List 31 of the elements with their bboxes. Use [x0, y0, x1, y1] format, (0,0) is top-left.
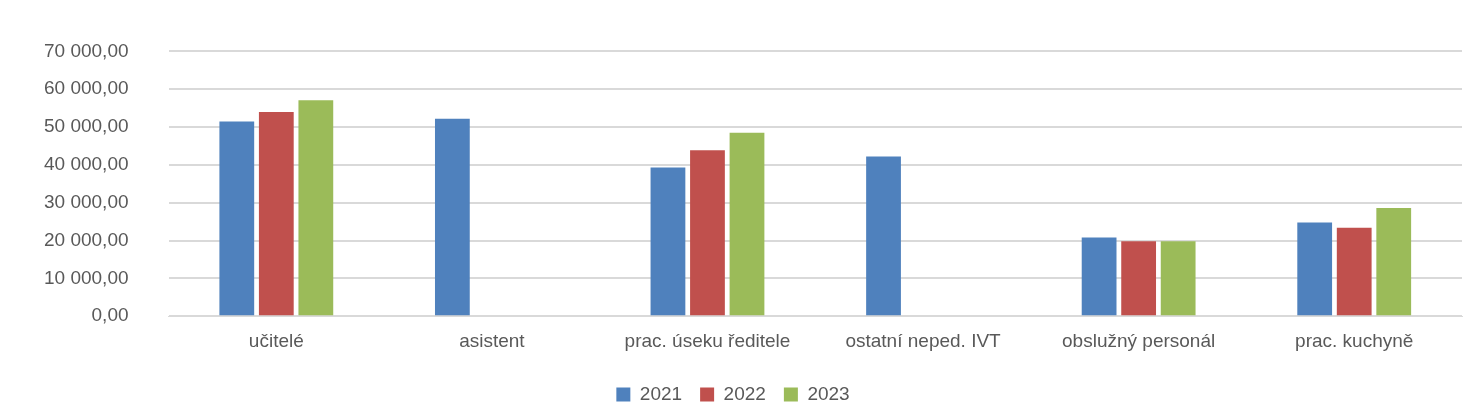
y-tick-label: 70 000,00: [43, 39, 129, 61]
bar: [729, 132, 765, 316]
x-tick-label: učitelé: [248, 329, 304, 351]
x-tick-label: prac. úseku ředitele: [624, 329, 791, 351]
bar: [434, 118, 470, 316]
y-tick-label: 50 000,00: [43, 115, 129, 137]
bar: [690, 150, 725, 316]
legend-label: 2021: [639, 382, 683, 404]
bar: [258, 111, 294, 316]
bar: [1121, 241, 1157, 316]
x-tick-label: prac. kuchyně: [1295, 329, 1414, 351]
bar: [1297, 222, 1333, 316]
y-tick-label: 20 000,00: [43, 228, 129, 250]
bar: [1081, 237, 1117, 316]
x-tick-label: obslužný personál: [1062, 329, 1216, 351]
y-tick-label: 10 000,00: [43, 266, 129, 288]
bar: [1160, 241, 1196, 316]
legend-label: 2022: [723, 382, 766, 404]
y-tick-label: 60 000,00: [43, 77, 129, 99]
bar: [298, 100, 334, 316]
legend-label: 2023: [807, 382, 850, 404]
y-tick-label: 40 000,00: [43, 153, 129, 175]
bar: [866, 156, 901, 316]
bar: [1376, 208, 1412, 316]
y-tick-label: 0,00: [91, 304, 129, 326]
bar: [219, 121, 255, 316]
bar: [650, 167, 686, 316]
x-tick-label: asistent: [459, 329, 526, 351]
y-tick-label: 30 000,00: [43, 190, 129, 212]
bar: [1336, 227, 1372, 316]
x-tick-label: ostatní neped. IVT: [845, 329, 1002, 351]
